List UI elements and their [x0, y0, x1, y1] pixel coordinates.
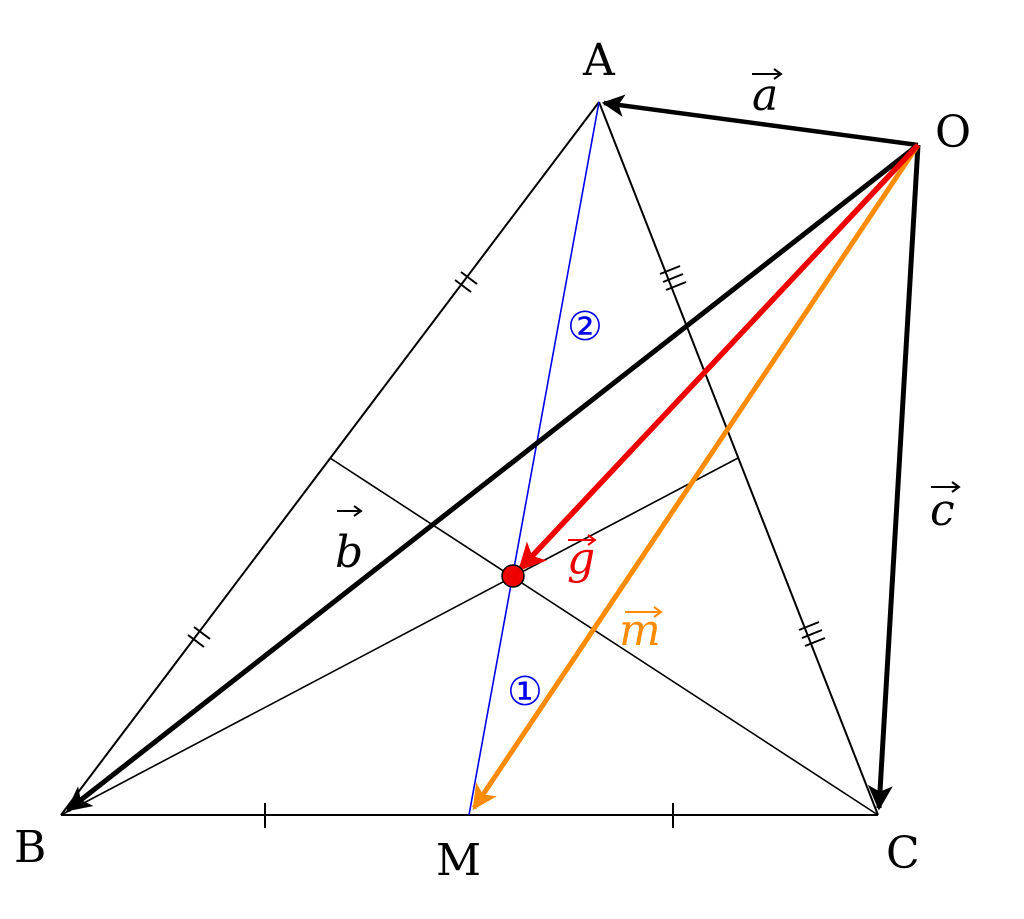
label-vector-m: m: [619, 605, 663, 656]
median-a-to-m: [468, 101, 600, 816]
label-vector-g: g: [567, 533, 597, 584]
vector-c-letter: c: [930, 485, 955, 536]
vector-g-arrow: [517, 143, 921, 572]
ticks-ab-lower: [187, 626, 211, 648]
label-vector-a: a: [752, 68, 783, 121]
label-point-b: B: [14, 822, 46, 873]
label-vector-c: c: [930, 481, 961, 536]
vector-c-arrow: [867, 144, 921, 811]
median-b-to-ac: [60, 457, 739, 816]
ticks-ac-upper: [659, 265, 687, 291]
vector-a-arrow: [601, 94, 919, 148]
centroid-point: [501, 564, 525, 588]
label-vector-b: b: [335, 505, 363, 578]
label-point-c: C: [886, 828, 920, 879]
vector-m-arrow: [471, 143, 921, 811]
ticks-ac-lower: [798, 621, 826, 647]
marker-two: ②: [567, 304, 603, 350]
vector-g-letter: g: [567, 533, 595, 584]
median-c-to-ab: [329, 457, 879, 816]
vector-b-letter: b: [335, 527, 363, 578]
label-point-a: A: [582, 35, 616, 86]
label-point-m: M: [436, 835, 481, 886]
ticks-ab-upper: [454, 271, 478, 293]
vector-b-arrow: [66, 143, 920, 812]
marker-one: ①: [507, 669, 543, 715]
edge-ac: [598, 101, 879, 816]
vector-m-letter: m: [619, 605, 661, 656]
label-point-o: O: [935, 107, 971, 158]
